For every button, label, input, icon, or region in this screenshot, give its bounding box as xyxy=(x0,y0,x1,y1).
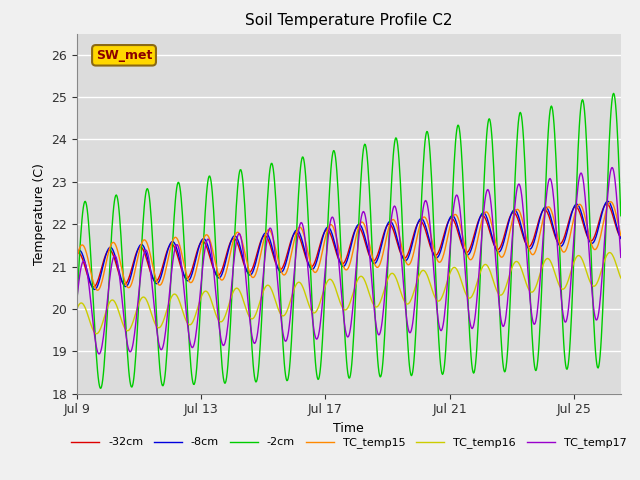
-32cm xyxy=(617,235,625,240)
TC_temp16 xyxy=(307,305,314,311)
TC_temp15 xyxy=(73,254,81,260)
TC_temp17 xyxy=(346,332,353,337)
Line: TC_temp16: TC_temp16 xyxy=(77,252,621,334)
-8cm xyxy=(90,287,98,292)
Line: TC_temp17: TC_temp17 xyxy=(77,168,621,354)
TC_temp16 xyxy=(212,311,220,316)
TC_temp16 xyxy=(617,275,625,281)
TC_temp15 xyxy=(93,288,101,293)
-32cm xyxy=(73,251,81,256)
TC_temp15 xyxy=(607,199,614,204)
-2cm xyxy=(212,242,220,248)
TC_temp16 xyxy=(377,298,385,303)
-32cm xyxy=(377,241,385,247)
Legend: -32cm, -8cm, -2cm, TC_temp15, TC_temp16, TC_temp17: -32cm, -8cm, -2cm, TC_temp15, TC_temp16,… xyxy=(67,433,630,453)
TC_temp17 xyxy=(307,292,314,298)
TC_temp16 xyxy=(380,289,387,295)
TC_temp17 xyxy=(95,351,102,357)
Line: -8cm: -8cm xyxy=(77,201,621,289)
-32cm xyxy=(346,246,353,252)
TC_temp15 xyxy=(346,263,353,269)
TC_temp16 xyxy=(73,306,81,312)
TC_temp17 xyxy=(609,165,616,170)
-32cm xyxy=(603,201,611,207)
-8cm xyxy=(377,245,385,251)
-32cm xyxy=(440,232,447,238)
TC_temp15 xyxy=(307,259,314,265)
-32cm xyxy=(90,284,97,290)
-8cm xyxy=(380,234,387,240)
TC_temp17 xyxy=(212,288,220,293)
Title: Soil Temperature Profile C2: Soil Temperature Profile C2 xyxy=(245,13,452,28)
-2cm xyxy=(617,213,625,218)
-8cm xyxy=(617,236,625,241)
TC_temp16 xyxy=(440,289,447,295)
-2cm xyxy=(346,375,353,381)
-2cm xyxy=(380,351,387,357)
-2cm xyxy=(97,385,104,391)
-2cm xyxy=(440,368,447,373)
TC_temp17 xyxy=(73,297,81,302)
Line: -2cm: -2cm xyxy=(77,93,621,388)
-8cm xyxy=(212,271,220,276)
-32cm xyxy=(307,264,314,269)
-2cm xyxy=(610,90,618,96)
-8cm xyxy=(440,236,447,242)
TC_temp17 xyxy=(377,327,385,333)
Text: SW_met: SW_met xyxy=(96,49,152,62)
TC_temp17 xyxy=(617,254,625,260)
TC_temp16 xyxy=(606,250,614,255)
-8cm xyxy=(73,250,81,255)
TC_temp15 xyxy=(380,249,387,254)
-32cm xyxy=(380,232,387,238)
X-axis label: Time: Time xyxy=(333,422,364,435)
-2cm xyxy=(377,373,385,379)
-2cm xyxy=(307,260,314,265)
TC_temp16 xyxy=(346,302,353,308)
TC_temp17 xyxy=(440,318,447,324)
Line: -32cm: -32cm xyxy=(77,204,621,287)
Y-axis label: Temperature (C): Temperature (C) xyxy=(33,163,45,264)
TC_temp17 xyxy=(380,306,387,312)
-32cm xyxy=(212,271,220,276)
-8cm xyxy=(307,265,314,271)
TC_temp15 xyxy=(377,259,385,264)
TC_temp15 xyxy=(617,232,625,238)
TC_temp15 xyxy=(440,251,447,257)
-8cm xyxy=(604,198,612,204)
-2cm xyxy=(73,302,81,308)
Line: TC_temp15: TC_temp15 xyxy=(77,202,621,290)
TC_temp16 xyxy=(92,331,100,336)
TC_temp15 xyxy=(212,261,220,266)
-8cm xyxy=(346,251,353,256)
